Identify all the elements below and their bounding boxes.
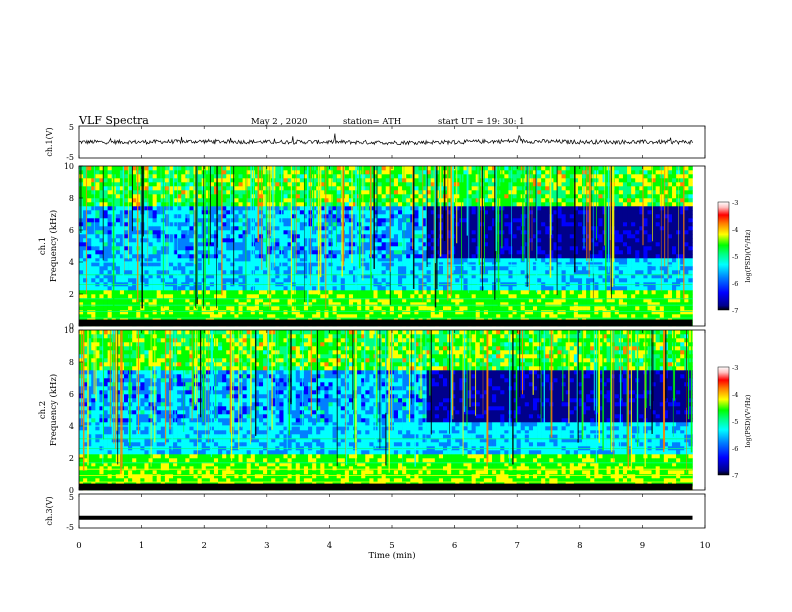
- ch2-colorbar-tick--6: -6: [732, 445, 738, 453]
- ch2-freq-ytick-0: 0: [69, 486, 74, 495]
- ch2-freq-ytick-2: 2: [69, 454, 74, 463]
- ch1-colorbar-tick--4: -4: [732, 226, 738, 234]
- ch2-colorbar-tick--3: -3: [732, 364, 738, 372]
- ch3-waveform-ylabel: ch.3(V): [45, 496, 54, 525]
- ch1-waveform-trace: [79, 133, 693, 146]
- time-axis-label: Time (min): [368, 550, 415, 561]
- ch1-freq-ytick-0: 0: [69, 322, 74, 331]
- ch1-colorbar-tick--7: -7: [732, 307, 738, 315]
- ch2-spectrogram-panel: 0 2 4 6 8 10 ch.2 Frequency (kHz): [38, 326, 706, 495]
- time-tick-7: 7: [514, 541, 519, 551]
- ch1-colorbar-tick--6: -6: [732, 280, 738, 288]
- ch2-freq-ytick-6: 6: [69, 390, 74, 399]
- figure-title: VLF Spectra: [78, 114, 149, 127]
- ch1-channel-label: ch.1: [38, 237, 48, 255]
- ch1-freq-ytick-2: 2: [69, 290, 74, 299]
- ch2-channel-label: ch.2: [38, 401, 48, 419]
- ch2-colorbar-tick--5: -5: [732, 418, 738, 426]
- ch1-colorbar: -3 -4 -5 -6 -7 log(PSD)(V²/Hz): [717, 199, 752, 315]
- date-label: May 2 , 2020: [251, 117, 307, 127]
- ch2-freq-ytick-8: 8: [69, 358, 74, 367]
- ch2-freq-ytick-10: 10: [64, 326, 74, 335]
- time-tick-8: 8: [577, 541, 582, 551]
- time-tick-5: 5: [389, 541, 394, 551]
- ch3-ytick-bottom: -5: [66, 523, 74, 532]
- ch1-spectrogram-image: [79, 166, 693, 327]
- time-tick-4: 4: [327, 541, 332, 551]
- start-time-label: start UT = 19: 30: 1: [438, 117, 525, 127]
- ch1-waveform-panel: 5 -5 ch.1(V): [45, 123, 706, 162]
- ch1-freq-ytick-6: 6: [69, 226, 74, 235]
- ch1-freq-ytick-8: 8: [69, 194, 74, 203]
- ch1-spectrogram-panel: 0 2 4 6 8 10 ch.1 Frequency (kHz): [38, 162, 706, 331]
- ch1-colorbar-label: log(PSD)(V²/Hz): [744, 229, 752, 282]
- ch1-frequency-label: Frequency (kHz): [48, 210, 59, 282]
- station-label: station= ATH: [343, 117, 401, 127]
- ch3-ytick-top: 5: [69, 493, 74, 502]
- ch3-waveform-panel: 5 -5 ch.3(V): [45, 493, 706, 532]
- ch3-waveform-frame: [78, 493, 706, 529]
- ch1-freq-ytick-4: 4: [69, 258, 74, 267]
- ch1-freq-ytick-10: 10: [64, 162, 74, 171]
- ch2-freq-ytick-4: 4: [69, 422, 74, 431]
- time-tick-2: 2: [201, 541, 206, 551]
- time-tick-10: 10: [700, 541, 711, 551]
- ch2-colorbar-tick--7: -7: [732, 472, 738, 480]
- ch1-ytick-top: 5: [69, 123, 74, 132]
- ch2-colorbar: -3 -4 -5 -6 -7 log(PSD)(V²/Hz): [717, 364, 752, 480]
- ch2-colorbar-tick--4: -4: [732, 391, 738, 399]
- ch2-frequency-label: Frequency (kHz): [48, 374, 59, 446]
- ch2-colorbar-label: log(PSD)(V²/Hz): [744, 394, 752, 447]
- ch1-colorbar-tick--5: -5: [732, 253, 738, 261]
- time-tick-9: 9: [640, 541, 645, 551]
- ch1-colorbar-scale: [717, 201, 730, 311]
- time-axis: 0 1 2 3 4 5 6 7 8 9 10: [76, 126, 710, 551]
- time-tick-6: 6: [452, 541, 457, 551]
- time-tick-0: 0: [76, 541, 81, 551]
- time-tick-3: 3: [264, 541, 269, 551]
- ch1-colorbar-tick--3: -3: [732, 199, 738, 207]
- ch2-spectrogram-image: [79, 330, 693, 491]
- ch2-colorbar-scale: [717, 366, 730, 476]
- time-tick-1: 1: [139, 541, 144, 551]
- ch1-waveform-ylabel: ch.1(V): [45, 127, 54, 156]
- ch1-ytick-bottom: -5: [66, 153, 74, 162]
